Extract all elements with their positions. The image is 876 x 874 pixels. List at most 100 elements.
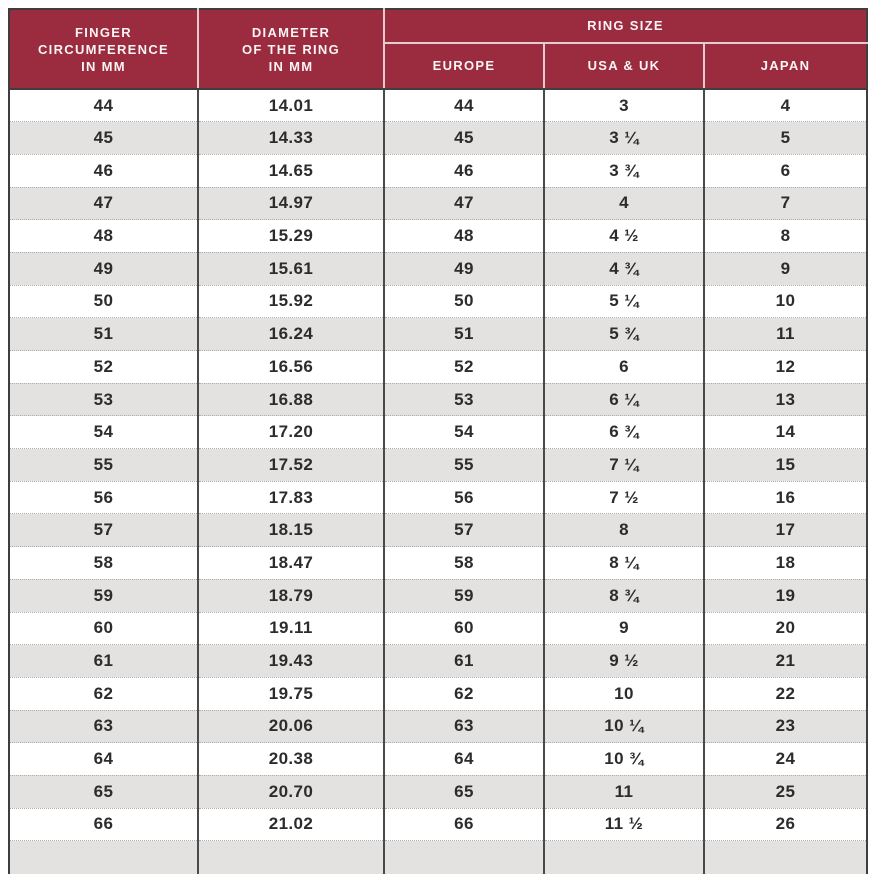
cell-ring-diameter: 20.06 <box>197 709 384 743</box>
table-row: 52 16.56 52 6 12 <box>9 350 868 384</box>
cell-ring-diameter: 14.01 <box>197 88 384 122</box>
table-row: 45 14.33 45 3 ¼ 5 <box>9 121 868 155</box>
table-header: FINGER CIRCUMFERENCE IN MM DIAMETER OF T… <box>9 9 868 91</box>
cell-size-japan: 18 <box>702 546 868 580</box>
cell-size-usa-uk: 6 ¾ <box>543 415 704 449</box>
cell-size-japan: 7 <box>702 186 868 220</box>
cell-ring-diameter: 15.92 <box>197 284 384 318</box>
table-row: 61 19.43 61 9 ½ 21 <box>9 644 868 678</box>
cell-ring-diameter: 20.38 <box>197 742 384 776</box>
cell-size-europe: 65 <box>383 774 544 809</box>
header-row-top: FINGER CIRCUMFERENCE IN MM DIAMETER OF T… <box>9 9 868 90</box>
cell-finger-circumference: 63 <box>9 709 198 743</box>
cell-size-usa-uk: 5 ¾ <box>543 317 704 351</box>
cell-size-usa-uk: 4 <box>543 186 704 220</box>
cell-ring-diameter: 14.65 <box>197 153 384 188</box>
cell-size-japan: 14 <box>702 415 868 449</box>
col-group-header-ring-size: RING SIZE <box>382 9 868 44</box>
cell-size-japan: 12 <box>702 350 868 384</box>
col-header-europe: EUROPE <box>383 42 544 91</box>
table-row: 58 18.47 58 8 ¼ 18 <box>9 546 868 580</box>
cell-finger-circumference: 60 <box>9 611 198 645</box>
cell-ring-diameter: 17.20 <box>197 415 384 449</box>
col-header-usa-uk: USA & UK <box>543 42 704 91</box>
cell-finger-circumference: 65 <box>9 774 198 809</box>
cell-finger-circumference: 49 <box>9 251 198 286</box>
cell-size-europe: 62 <box>383 676 544 711</box>
table-row: 55 17.52 55 7 ¼ 15 <box>9 448 868 482</box>
table-row: 60 19.11 60 9 20 <box>9 611 868 645</box>
cell-size-europe: 64 <box>383 742 544 776</box>
cell-ring-diameter: 18.47 <box>197 546 384 580</box>
cell-size-usa-uk: 5 ¼ <box>543 284 704 318</box>
cell-finger-circumference: 48 <box>9 219 198 253</box>
cell-finger-circumference: 54 <box>9 415 198 449</box>
cell-finger-circumference: 52 <box>9 350 198 384</box>
cell-ring-diameter: 19.43 <box>197 644 384 678</box>
table-body: 44 14.01 44 3 4 45 14.33 45 3 ¼ 5 46 14.… <box>9 88 868 874</box>
cell-size-japan: 6 <box>702 153 868 188</box>
header-row-sub: EUROPE USA & UK JAPAN <box>9 42 868 91</box>
cell-finger-circumference: 53 <box>9 382 198 416</box>
cell-size-europe: 53 <box>383 382 544 416</box>
table-row: 65 20.70 65 11 25 <box>9 774 868 809</box>
cell-size-europe: 56 <box>383 480 544 514</box>
cell-size-usa-uk: 7 ½ <box>543 480 704 514</box>
table-row: 59 18.79 59 8 ¾ 19 <box>9 578 868 612</box>
cell-finger-circumference: 61 <box>9 644 198 678</box>
cell-size-japan <box>702 840 868 874</box>
cell-ring-diameter: 21.02 <box>197 807 384 841</box>
cell-size-europe: 57 <box>383 513 544 547</box>
cell-size-usa-uk: 3 ¾ <box>543 153 704 188</box>
cell-finger-circumference: 58 <box>9 546 198 580</box>
table-row: 56 17.83 56 7 ½ 16 <box>9 480 868 514</box>
cell-size-europe: 49 <box>383 251 544 286</box>
cell-size-usa-uk: 4 ¾ <box>543 251 704 286</box>
ring-size-table: FINGER CIRCUMFERENCE IN MM DIAMETER OF T… <box>8 8 869 874</box>
cell-finger-circumference: 46 <box>9 153 198 188</box>
table-row: 63 20.06 63 10 ¼ 23 <box>9 709 868 743</box>
cell-ring-diameter: 17.83 <box>197 480 384 514</box>
cell-size-japan: 8 <box>702 219 868 253</box>
cell-ring-diameter: 15.61 <box>197 251 384 286</box>
table-row: 48 15.29 48 4 ½ 8 <box>9 219 868 253</box>
cell-size-usa-uk: 11 <box>543 774 704 809</box>
cell-finger-circumference: 57 <box>9 513 198 547</box>
cell-size-usa-uk: 8 <box>543 513 704 547</box>
cell-size-japan: 22 <box>702 676 868 711</box>
cell-size-usa-uk: 9 <box>543 611 704 645</box>
cell-ring-diameter: 16.24 <box>197 317 384 351</box>
cell-size-europe <box>383 840 544 874</box>
cell-size-japan: 19 <box>702 578 868 612</box>
cell-finger-circumference: 62 <box>9 676 198 711</box>
cell-size-japan: 11 <box>702 317 868 351</box>
table-row: 57 18.15 57 8 17 <box>9 513 868 547</box>
cell-ring-diameter: 16.56 <box>197 350 384 384</box>
cell-size-japan: 10 <box>702 284 868 318</box>
cell-size-europe: 48 <box>383 219 544 253</box>
cell-ring-diameter: 14.97 <box>197 186 384 220</box>
cell-ring-diameter: 15.29 <box>197 219 384 253</box>
cell-size-europe: 45 <box>383 121 544 155</box>
cell-finger-circumference: 51 <box>9 317 198 351</box>
cell-size-europe: 51 <box>383 317 544 351</box>
cell-size-usa-uk: 3 <box>543 88 704 122</box>
cell-ring-diameter: 18.79 <box>197 578 384 612</box>
cell-size-europe: 66 <box>383 807 544 841</box>
cell-size-usa-uk: 10 <box>543 676 704 711</box>
cell-size-europe: 44 <box>383 88 544 122</box>
cell-size-europe: 58 <box>383 546 544 580</box>
table-row: 44 14.01 44 3 4 <box>9 88 868 122</box>
cell-ring-diameter: 18.15 <box>197 513 384 547</box>
cell-size-japan: 26 <box>702 807 868 841</box>
cell-ring-diameter: 17.52 <box>197 448 384 482</box>
cell-size-japan: 25 <box>702 774 868 809</box>
cell-size-usa-uk: 3 ¼ <box>543 121 704 155</box>
table-row: 51 16.24 51 5 ¾ 11 <box>9 317 868 351</box>
cell-size-japan: 16 <box>702 480 868 514</box>
cell-finger-circumference: 59 <box>9 578 198 612</box>
cell-ring-diameter: 20.70 <box>197 774 384 809</box>
table-row: 47 14.97 47 4 7 <box>9 186 868 220</box>
cell-size-europe: 61 <box>383 644 544 678</box>
cell-size-japan: 17 <box>702 513 868 547</box>
